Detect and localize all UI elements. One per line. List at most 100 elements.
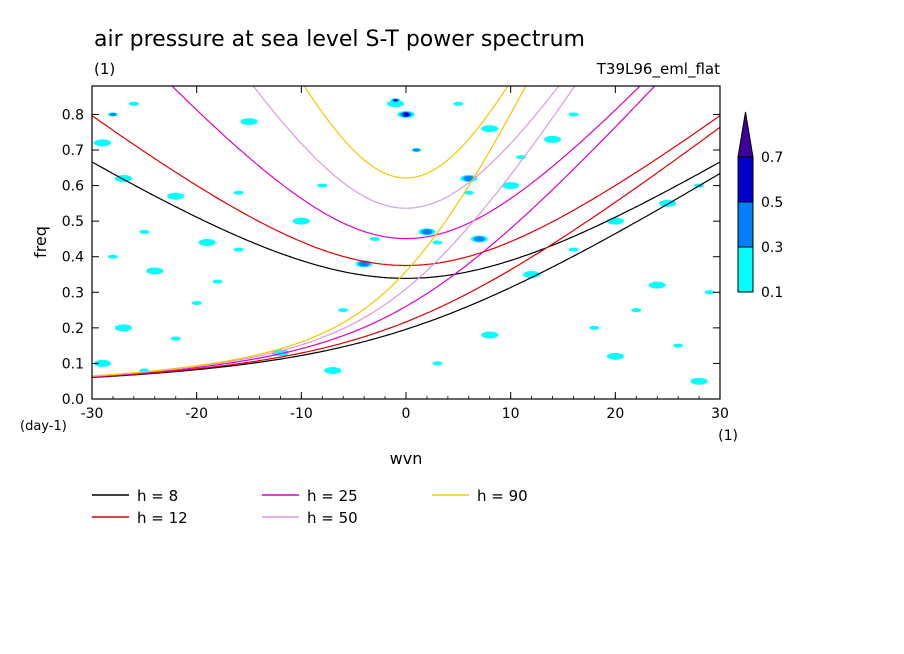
dispersion-curves	[92, 86, 720, 379]
dispersion-curve-mrg	[92, 86, 576, 377]
y-tick-label: 0.4	[62, 250, 84, 266]
contour-patch	[139, 229, 150, 234]
legend-label: h = 12	[137, 509, 188, 527]
contour-patch	[170, 336, 181, 341]
contour-patch	[544, 135, 562, 143]
legend: h = 8 h = 12 h = 25 h = 50 h = 90	[92, 487, 528, 527]
dispersion-curve-mrg	[92, 126, 720, 378]
contour-patch	[704, 290, 715, 295]
colorbar-swatch	[737, 246, 754, 293]
contour-patch	[233, 190, 244, 195]
x-axis-label: wvn	[390, 449, 423, 468]
y-axis-unit: (day-1)	[20, 419, 67, 434]
x-tick-label: -20	[185, 406, 208, 422]
x-tick-label: -30	[81, 406, 104, 422]
contour-patch	[568, 247, 579, 252]
contour-patch	[317, 183, 328, 188]
contour-patch	[432, 361, 443, 366]
dispersion-curve-mrg	[92, 86, 527, 377]
contour-patch	[128, 101, 139, 106]
contour-patch	[146, 267, 164, 275]
contour-patch-peak	[393, 99, 398, 102]
dispersion-curve-ig	[92, 161, 720, 279]
contour-patch	[233, 247, 244, 252]
legend-label: h = 50	[307, 509, 358, 527]
contour-patch	[463, 190, 474, 195]
x-tick-label: -10	[290, 406, 313, 422]
contour-patch	[107, 254, 118, 259]
dispersion-curve-ig	[171, 86, 641, 240]
legend-label: h = 25	[307, 487, 358, 505]
colorbar-label: 0.5	[761, 195, 783, 211]
contour-patch-peak	[402, 112, 410, 117]
contour-patches	[93, 98, 715, 385]
contour-patch	[502, 182, 520, 190]
chart-subtitle-right: T39L96_eml_flat	[596, 60, 720, 79]
y-tick-label: 0.7	[62, 143, 84, 159]
x-tick-label: 10	[502, 406, 520, 422]
colorbar-label: 0.3	[761, 240, 783, 256]
chart-title: air pressure at sea level S-T power spec…	[94, 27, 585, 52]
contour-patch	[606, 352, 624, 360]
dispersion-curve-ig	[303, 86, 509, 179]
colorbar-swatch	[737, 156, 754, 203]
colorbar-label: 0.7	[761, 150, 783, 166]
contour-patch	[648, 281, 666, 289]
contour-patch-core	[109, 112, 117, 116]
dispersion-curve-ig	[252, 86, 560, 209]
y-tick-label: 0.5	[62, 214, 84, 230]
x-tick-label: 30	[711, 406, 729, 422]
contour-patch	[93, 139, 111, 147]
x-axis-unit: (1)	[718, 428, 738, 444]
contour-patch	[481, 331, 499, 339]
contour-patch	[198, 239, 216, 246]
contour-patch	[606, 217, 624, 225]
colorbar-label: 0.1	[761, 285, 783, 301]
dispersion-curve-ig	[92, 115, 720, 267]
contour-patch	[167, 192, 185, 200]
contour-patch	[114, 324, 132, 332]
contour-patch	[589, 325, 600, 330]
contour-patch	[191, 300, 202, 305]
contour-patch	[387, 100, 405, 108]
y-tick-label: 0.1	[62, 356, 84, 372]
x-axis: -30 -20 -10 0 10 20 30	[81, 86, 729, 422]
colorbar: 0.7 0.5 0.3 0.1	[737, 111, 783, 301]
contour-patch	[338, 308, 349, 313]
plot-frame	[91, 85, 721, 400]
colorbar-swatch	[737, 201, 754, 248]
colorbar-arrow	[737, 111, 754, 158]
contour-patch	[453, 101, 464, 106]
y-axis-label: freq	[31, 226, 50, 258]
y-tick-label: 0.6	[62, 179, 84, 195]
x-tick-label: 20	[606, 406, 624, 422]
y-axis: 0.0 0.1 0.2 0.3 0.4 0.5 0.6 0.7 0.8	[62, 107, 720, 408]
contour-patch	[568, 112, 579, 117]
dispersion-curve-mrg	[92, 86, 656, 378]
contour-patch	[369, 236, 380, 241]
chart-subtitle-left: (1)	[94, 60, 115, 78]
contour-patch	[432, 240, 443, 245]
contour-patch	[93, 359, 111, 367]
contour-patch	[631, 308, 642, 313]
contour-patch-core	[421, 229, 433, 235]
contour-patch	[690, 377, 708, 385]
legend-label: h = 8	[137, 487, 178, 505]
y-tick-label: 0.0	[62, 392, 84, 408]
y-tick-label: 0.8	[62, 107, 84, 123]
contour-patch	[523, 271, 541, 279]
contour-patch	[292, 217, 310, 225]
contour-patch	[240, 118, 258, 126]
contour-patch	[212, 279, 223, 284]
contour-patch	[324, 367, 342, 375]
y-tick-label: 0.2	[62, 321, 84, 337]
y-tick-label: 0.3	[62, 285, 84, 301]
dispersion-curve-mrg	[92, 172, 720, 379]
legend-label: h = 90	[477, 487, 528, 505]
contour-patch	[673, 343, 684, 348]
x-tick-label: 0	[402, 406, 411, 422]
contour-patch-core	[473, 236, 485, 242]
contour-patch	[481, 125, 499, 133]
contour-patch-core	[413, 148, 420, 152]
